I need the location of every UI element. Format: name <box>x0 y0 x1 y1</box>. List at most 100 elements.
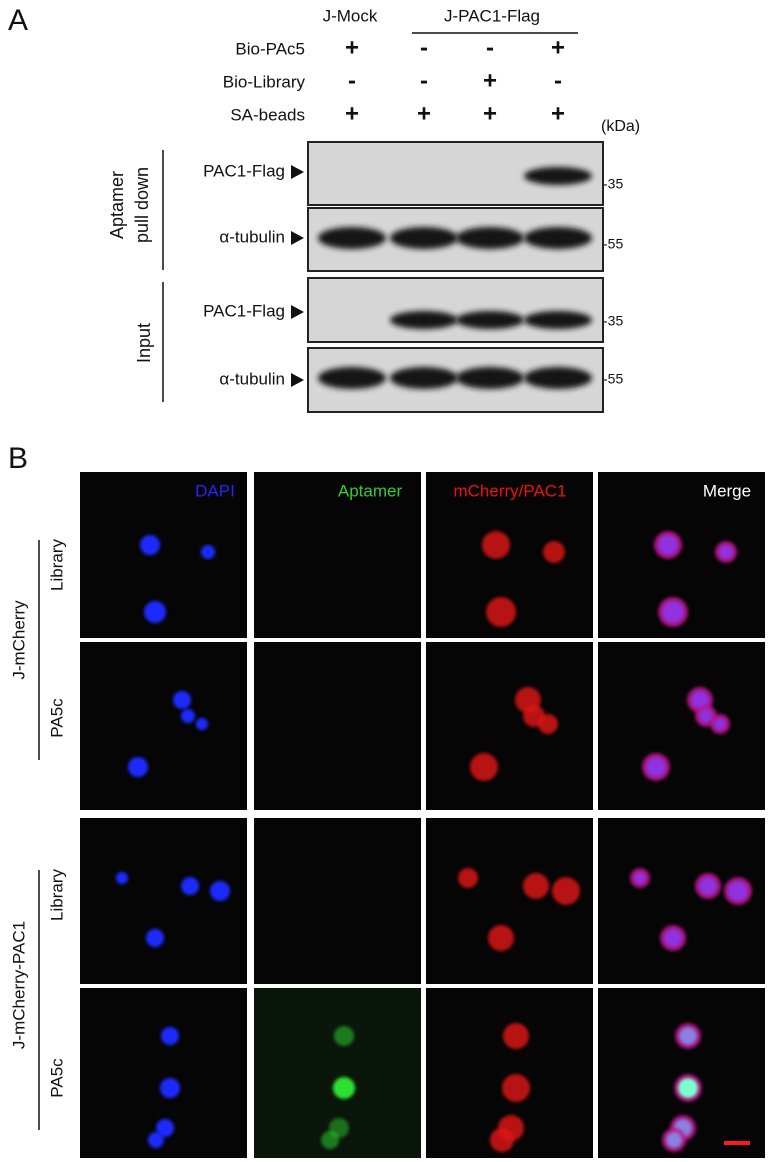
nucleus <box>181 709 195 723</box>
micrograph <box>80 642 247 810</box>
merge-nucleus <box>646 757 666 777</box>
group-label: J-mCherry-PAC1 <box>9 921 28 1049</box>
cytoplasm <box>482 531 510 559</box>
channel-label: mCherry/PAC1 <box>453 481 566 500</box>
nucleus <box>148 1132 164 1148</box>
cytoplasm <box>470 753 498 781</box>
nucleus <box>144 601 166 623</box>
scale-bar <box>724 1141 750 1145</box>
merge-nucleus <box>719 545 733 559</box>
row-label: Library <box>47 869 66 921</box>
nucleus <box>201 545 215 559</box>
cytoplasm <box>490 1128 514 1152</box>
micrograph-bg <box>80 818 247 984</box>
size-marker: -35 <box>603 176 623 192</box>
merge-nucleus <box>679 1027 697 1045</box>
nucleus <box>156 1119 174 1137</box>
group-label: J-PAC1-Flag <box>444 6 540 25</box>
micrograph-bg <box>598 642 765 810</box>
arrowhead <box>291 373 304 387</box>
band <box>524 367 592 389</box>
section-label: Input <box>134 323 154 363</box>
condition-label: Bio-Library <box>223 72 306 91</box>
size-marker: -55 <box>603 371 623 387</box>
sign: + <box>483 67 497 94</box>
size-marker: -35 <box>603 313 623 329</box>
micrograph <box>598 472 765 638</box>
band <box>318 227 386 249</box>
nucleus <box>173 691 191 709</box>
blot-label: PAC1-Flag <box>203 161 285 180</box>
panel-label: A <box>8 4 28 37</box>
row-label: Library <box>47 539 66 591</box>
condition-label: Bio-PAc5 <box>235 39 305 58</box>
merge-nucleus <box>699 709 713 723</box>
merge-nucleus <box>664 929 682 947</box>
micrograph-bg <box>254 818 421 984</box>
nucleus <box>160 1078 180 1098</box>
condition-label: SA-beads <box>230 105 305 124</box>
micrograph-bg <box>80 642 247 810</box>
nucleus <box>128 757 148 777</box>
blot-label: α-tubulin <box>219 369 285 388</box>
channel-label: Merge <box>703 481 751 500</box>
micrograph <box>426 472 593 638</box>
nucleus <box>181 877 199 895</box>
row-label: PA5c <box>47 1058 66 1098</box>
arrowhead <box>291 305 304 319</box>
nucleus <box>116 872 128 884</box>
merge-nucleus <box>691 691 709 709</box>
unit-label: (kDa) <box>601 118 640 135</box>
micrograph <box>254 818 421 984</box>
band <box>456 227 524 249</box>
cytoplasm <box>488 925 514 951</box>
cytoplasm <box>543 541 565 563</box>
band <box>456 367 524 389</box>
nucleus <box>146 929 164 947</box>
section-label: Aptamer <box>107 171 127 239</box>
sign: + <box>551 34 565 61</box>
sign: + <box>551 100 565 127</box>
channel-label: DAPI <box>195 481 235 500</box>
merge-nucleus <box>662 601 684 623</box>
band <box>524 167 592 185</box>
band <box>524 227 592 249</box>
nucleus <box>210 881 230 901</box>
micrograph <box>426 988 593 1158</box>
band <box>456 311 524 329</box>
micrograph <box>426 818 593 984</box>
cytoplasm <box>552 877 580 905</box>
panel-label: B <box>8 442 28 475</box>
sign: - <box>554 67 562 94</box>
band <box>318 367 386 389</box>
sign: + <box>345 100 359 127</box>
micrograph <box>80 818 247 984</box>
arrowhead <box>291 231 304 245</box>
cytoplasm <box>538 714 558 734</box>
sign: - <box>420 67 428 94</box>
sign: - <box>348 67 356 94</box>
merge-nucleus <box>678 1078 698 1098</box>
band <box>524 311 592 329</box>
nucleus <box>161 1027 179 1045</box>
band <box>390 311 458 329</box>
micrograph-bg <box>254 642 421 810</box>
arrowhead <box>291 165 304 179</box>
cytoplasm <box>523 873 549 899</box>
row-label: PA5c <box>47 698 66 738</box>
nucleus <box>140 535 160 555</box>
micrograph <box>80 472 247 638</box>
merge-nucleus <box>714 718 726 730</box>
micrograph <box>254 472 421 638</box>
size-marker: -55 <box>603 236 623 252</box>
merge-nucleus <box>728 881 748 901</box>
merge-nucleus <box>658 535 678 555</box>
cytoplasm <box>458 868 478 888</box>
band <box>390 367 458 389</box>
cytoplasm <box>486 597 516 627</box>
blot-label: α-tubulin <box>219 227 285 246</box>
aptamer-signal <box>334 1026 354 1046</box>
merge-nucleus <box>666 1132 682 1148</box>
merge-nucleus <box>699 877 717 895</box>
